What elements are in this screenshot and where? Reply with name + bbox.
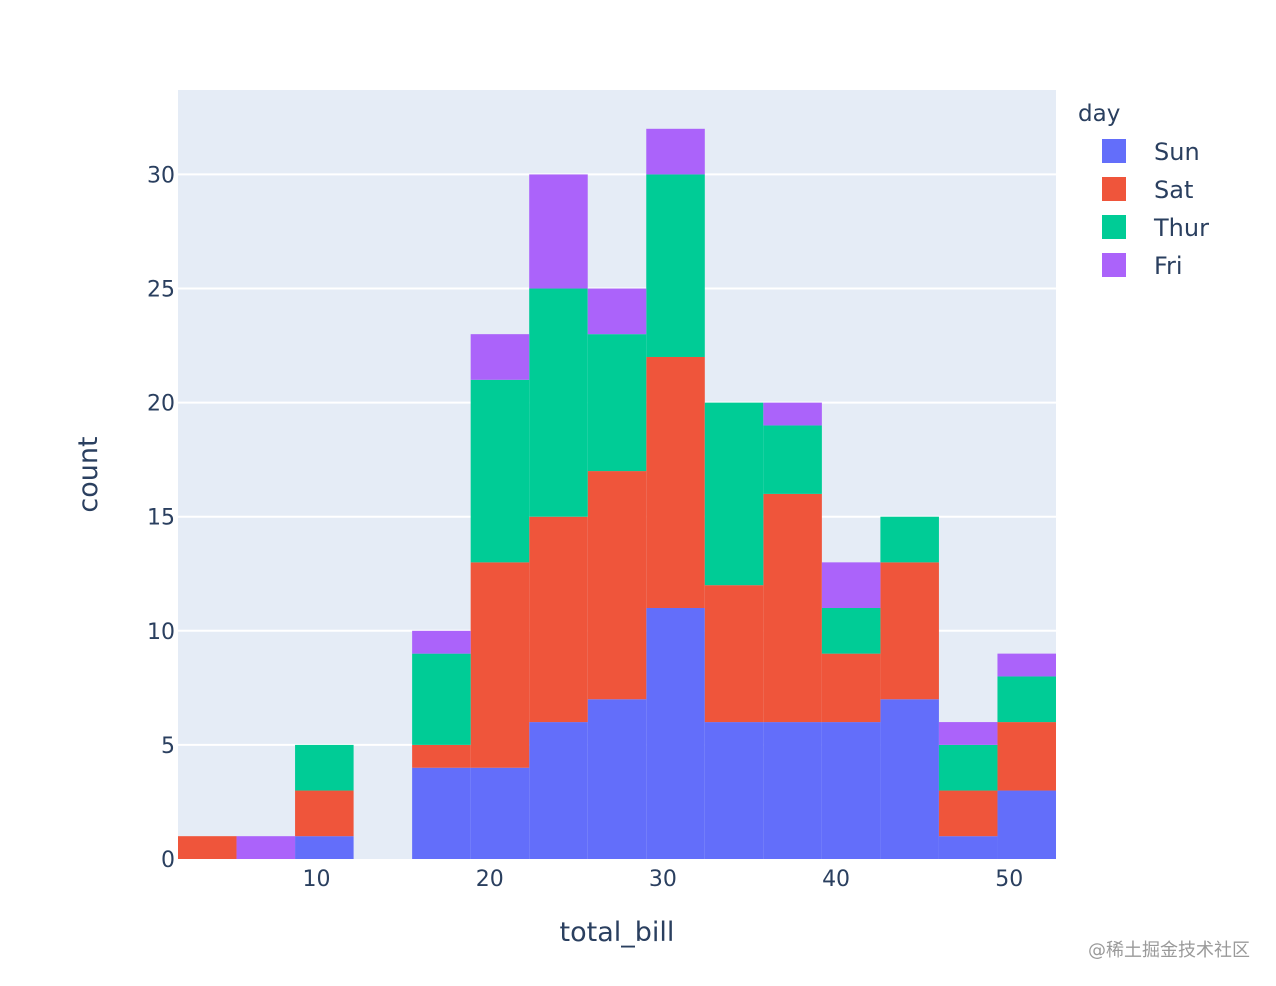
bar-thur-bin-11[interactable] (821, 607, 881, 654)
bar-thur-bin-12[interactable] (880, 516, 939, 563)
stacked-bars (178, 128, 1056, 859)
bar-fri-bin-7[interactable] (587, 288, 647, 335)
bar-fri-bin-14[interactable] (997, 653, 1056, 677)
legend-swatch (1102, 253, 1126, 277)
bar-sat-bin-10[interactable] (763, 493, 822, 723)
x-tick-label: 10 (303, 867, 331, 892)
y-tick-label: 30 (147, 163, 175, 188)
x-axis-title: total_bill (560, 917, 675, 948)
bar-sat-bin-5[interactable] (470, 562, 530, 768)
bar-sun-bin-14[interactable] (997, 790, 1056, 859)
bar-sun-bin-11[interactable] (821, 722, 881, 859)
bar-sat-bin-14[interactable] (997, 722, 1056, 791)
bar-sun-bin-6[interactable] (529, 722, 588, 859)
bar-sun-bin-8[interactable] (646, 607, 705, 859)
x-tick-label: 50 (995, 867, 1023, 892)
bar-fri-bin-4[interactable] (412, 630, 471, 654)
legend-label: Thur (1153, 214, 1209, 242)
legend-item-thur[interactable]: Thur (1102, 214, 1209, 242)
bar-fri-bin-11[interactable] (821, 562, 881, 608)
bar-fri-bin-13[interactable] (938, 722, 998, 745)
bar-thur-bin-14[interactable] (997, 676, 1056, 723)
bar-thur-bin-9[interactable] (704, 402, 764, 586)
bar-sat-bin-13[interactable] (938, 790, 998, 837)
bar-thur-bin-7[interactable] (587, 334, 647, 472)
bar-thur-bin-13[interactable] (938, 744, 998, 791)
legend[interactable]: day Sun Sat Thur Fri (1078, 101, 1209, 280)
series-sun (295, 607, 1056, 859)
bar-sat-bin-6[interactable] (529, 516, 588, 723)
x-tick-label: 20 (476, 867, 504, 892)
bar-sun-bin-4[interactable] (412, 767, 471, 859)
y-axis-ticks: 0 5 10 15 20 25 30 (147, 163, 175, 873)
y-tick-label: 5 (161, 734, 175, 759)
y-tick-label: 15 (147, 506, 175, 531)
bar-sun-bin-9[interactable] (704, 722, 764, 859)
bar-sat-bin-11[interactable] (821, 653, 881, 723)
legend-item-sun[interactable]: Sun (1102, 138, 1200, 166)
bar-fri-bin-1[interactable] (236, 836, 296, 859)
bar-sat-bin-0[interactable] (178, 836, 237, 859)
bar-fri-bin-5[interactable] (470, 334, 530, 380)
legend-label: Fri (1154, 252, 1183, 280)
bar-sat-bin-12[interactable] (880, 562, 939, 700)
bar-fri-bin-6[interactable] (529, 174, 588, 289)
y-axis-title: count (73, 436, 104, 512)
legend-item-fri[interactable]: Fri (1102, 252, 1183, 280)
legend-swatch (1102, 139, 1126, 163)
series-sat (178, 356, 1056, 859)
bar-thur-bin-10[interactable] (763, 425, 822, 494)
legend-swatch (1102, 177, 1126, 201)
bar-sun-bin-13[interactable] (938, 836, 998, 859)
bar-fri-bin-10[interactable] (763, 402, 822, 426)
bar-sat-bin-4[interactable] (412, 744, 471, 768)
x-axis-ticks: 10 20 30 40 50 (303, 867, 1024, 892)
x-tick-label: 40 (822, 867, 850, 892)
legend-item-sat[interactable]: Sat (1102, 176, 1193, 204)
y-tick-label: 20 (147, 392, 175, 417)
watermark: @稀土掘金技术社区 (1088, 940, 1250, 961)
bar-thur-bin-5[interactable] (470, 379, 530, 563)
bar-sun-bin-10[interactable] (763, 722, 822, 859)
legend-swatch (1102, 215, 1126, 239)
y-tick-label: 10 (147, 620, 175, 645)
series-fri (236, 128, 1056, 859)
bar-sat-bin-9[interactable] (704, 585, 764, 723)
y-tick-label: 25 (147, 278, 175, 303)
bar-sat-bin-2[interactable] (295, 790, 354, 837)
bar-sat-bin-8[interactable] (646, 356, 705, 608)
bar-sat-bin-7[interactable] (587, 471, 647, 700)
bar-thur-bin-4[interactable] (412, 653, 471, 745)
bar-sun-bin-5[interactable] (470, 767, 530, 859)
legend-label: Sun (1154, 138, 1200, 166)
bar-sun-bin-7[interactable] (587, 699, 647, 859)
bar-thur-bin-6[interactable] (529, 288, 588, 517)
legend-label: Sat (1154, 176, 1193, 204)
bar-sun-bin-2[interactable] (295, 836, 354, 859)
bar-thur-bin-8[interactable] (646, 174, 705, 357)
legend-title: day (1078, 101, 1120, 127)
y-tick-label: 0 (161, 848, 175, 873)
bar-sun-bin-12[interactable] (880, 699, 939, 859)
bar-fri-bin-8[interactable] (646, 128, 705, 175)
series-thur (295, 174, 1056, 791)
x-tick-label: 30 (649, 867, 677, 892)
bar-thur-bin-2[interactable] (295, 744, 354, 791)
